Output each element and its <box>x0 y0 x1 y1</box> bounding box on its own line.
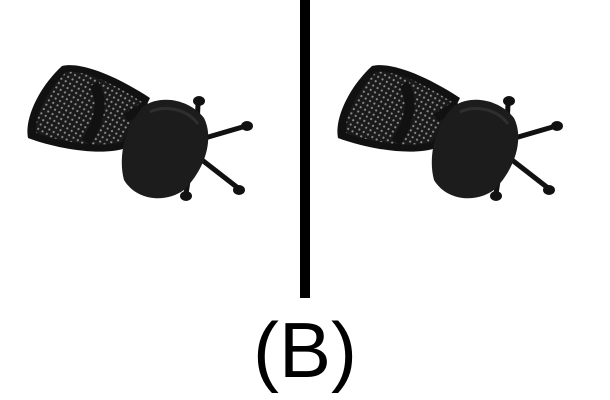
office-chair-icon <box>310 0 610 300</box>
chair-image-right <box>310 0 610 300</box>
office-chair-icon <box>0 0 300 300</box>
center-divider <box>300 0 310 298</box>
chair-image-left <box>0 0 300 300</box>
option-label: (B) <box>253 306 357 394</box>
